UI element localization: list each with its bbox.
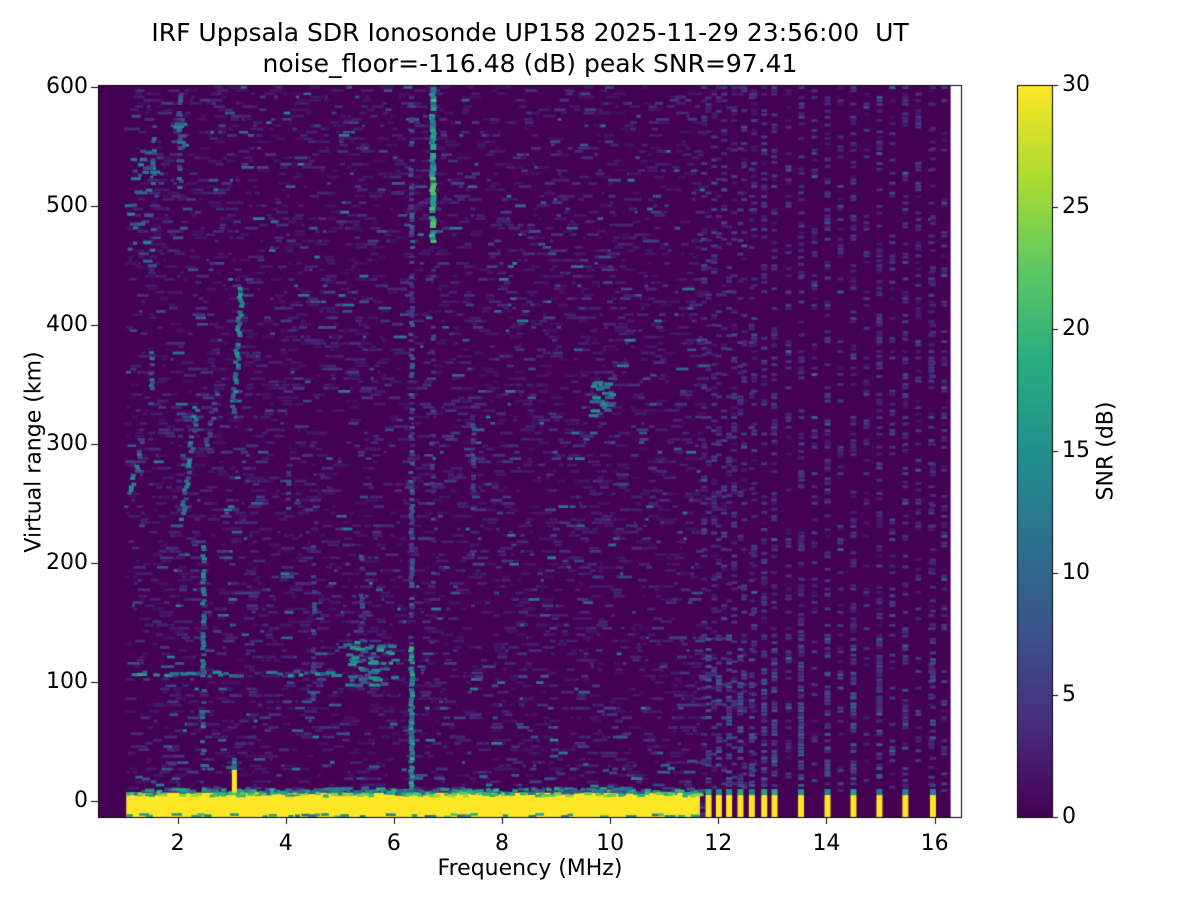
y-tick-label: 0 [74, 788, 88, 813]
x-tick-label: 8 [495, 831, 510, 856]
colorbar-label: SNR (dB) [1093, 401, 1119, 501]
x-tick-label: 4 [278, 831, 293, 856]
x-tick-label: 14 [812, 831, 841, 856]
colorbar-tick-label: 20 [1062, 316, 1090, 341]
y-tick-label: 600 [46, 74, 88, 99]
colorbar-tick-label: 10 [1062, 560, 1090, 585]
chart-subtitle: noise_floor=-116.48 (dB) peak SNR=97.41 [262, 49, 798, 78]
colorbar-tick-label: 0 [1062, 804, 1076, 829]
x-tick-label: 6 [386, 831, 401, 856]
x-tick-label: 2 [170, 831, 185, 856]
colorbar-tick-label: 25 [1062, 194, 1090, 219]
colorbar-tick-label: 5 [1062, 682, 1076, 707]
x-tick-label: 12 [704, 831, 733, 856]
y-tick-label: 300 [46, 431, 88, 456]
y-axis-label: Virtual range (km) [21, 351, 47, 553]
chart-title: IRF Uppsala SDR Ionosonde UP158 2025-11-… [151, 18, 909, 47]
x-tick-label: 10 [596, 831, 625, 856]
x-axis-label: Frequency (MHz) [437, 856, 623, 881]
colorbar-tick-label: 30 [1062, 72, 1090, 97]
colorbar-tick-label: 15 [1062, 438, 1090, 463]
y-tick-label: 400 [46, 312, 88, 337]
x-tick-label: 16 [920, 831, 949, 856]
y-tick-label: 500 [46, 193, 88, 218]
y-tick-label: 100 [46, 669, 88, 694]
y-tick-label: 200 [46, 550, 88, 575]
